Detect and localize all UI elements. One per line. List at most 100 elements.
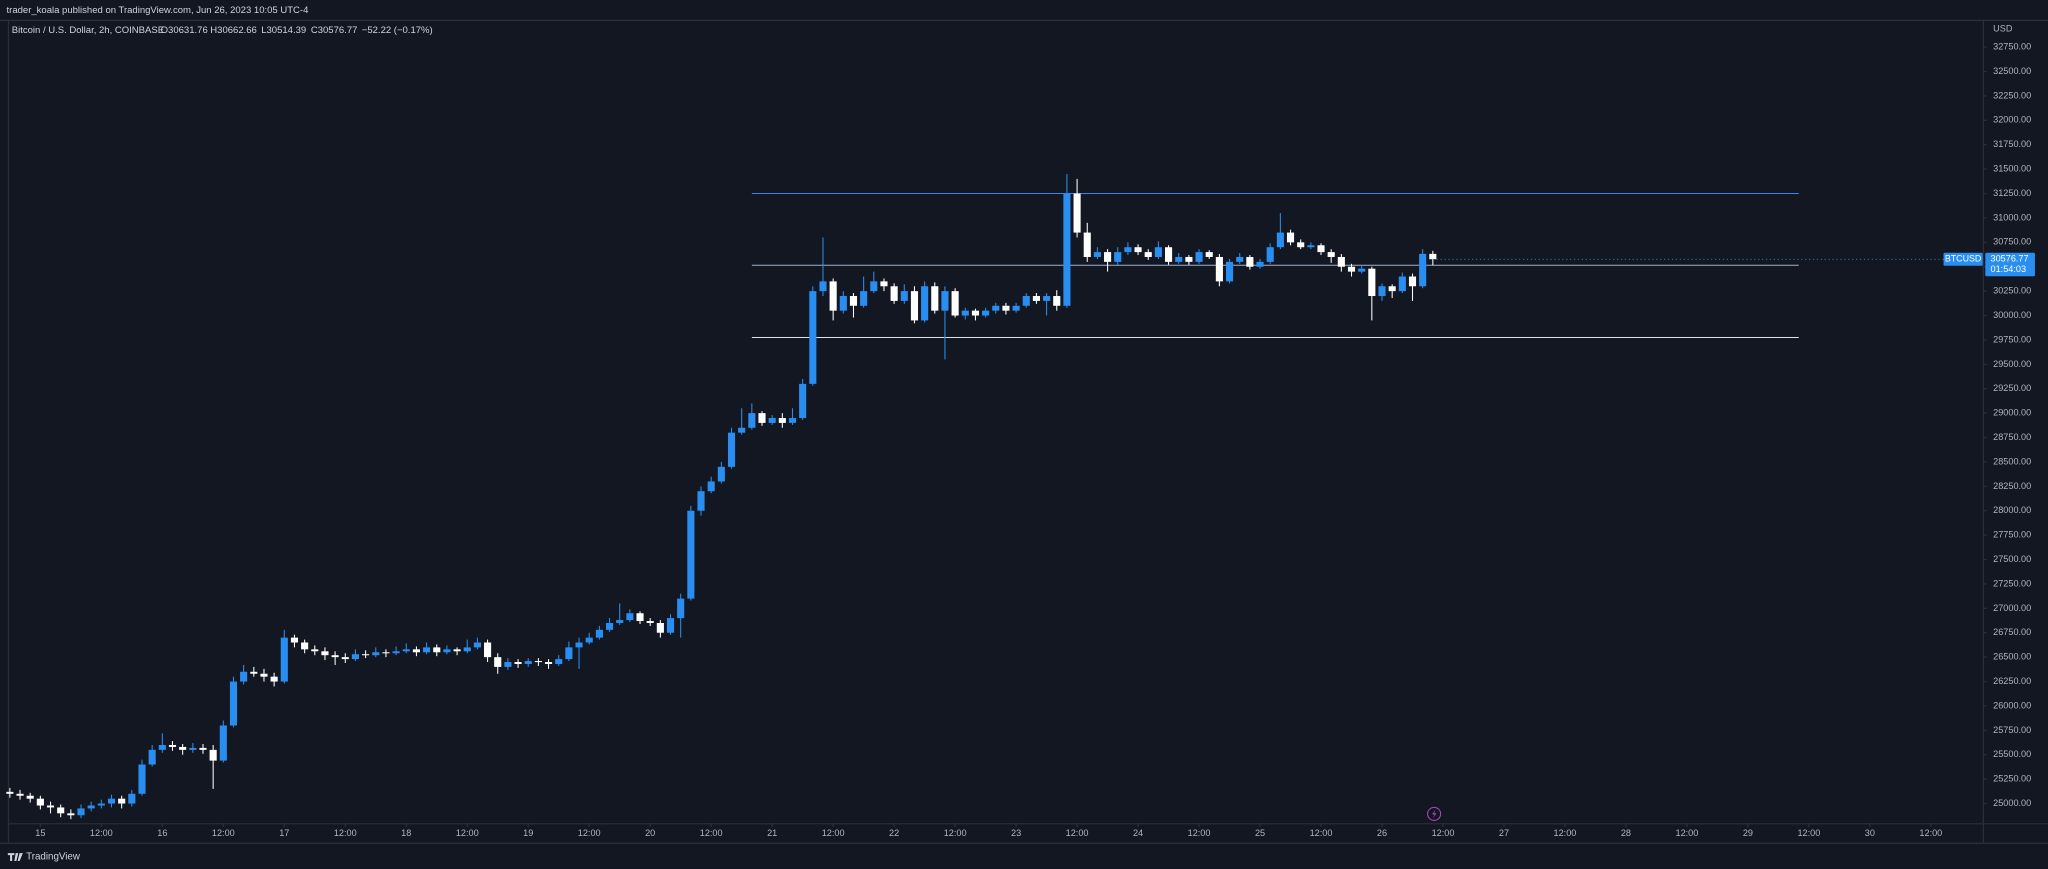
candle xyxy=(900,284,908,304)
candle xyxy=(778,413,786,428)
candle-body xyxy=(107,798,116,804)
candle xyxy=(1368,266,1376,321)
candle xyxy=(453,647,461,656)
candle xyxy=(1154,241,1162,259)
event-circle xyxy=(1427,806,1442,821)
x-tick-label: 12:00 xyxy=(1188,828,1211,838)
candle-body xyxy=(331,655,339,658)
candle xyxy=(1114,247,1122,265)
candle-body xyxy=(412,649,420,653)
candle xyxy=(341,653,349,664)
candle xyxy=(992,302,1000,314)
candle-body xyxy=(1205,252,1213,257)
candle-body xyxy=(534,661,542,663)
x-tick-label: 12:00 xyxy=(1432,828,1455,838)
candle xyxy=(1022,293,1030,308)
y-tick-label: 30000.00 xyxy=(1993,310,2031,320)
event-bolt xyxy=(1432,809,1437,819)
candle-body xyxy=(758,413,766,423)
candle xyxy=(1175,253,1183,264)
candle-body xyxy=(860,291,868,306)
price-tag-countdown: 01:54:03 xyxy=(1991,264,2027,274)
y-tick-label: 28500.00 xyxy=(1993,456,2031,466)
event-icon[interactable] xyxy=(1427,806,1442,821)
candle xyxy=(971,308,980,321)
candle xyxy=(1225,258,1234,284)
candle xyxy=(301,639,309,654)
x-tick-label: 12:00 xyxy=(212,828,235,838)
candle xyxy=(545,659,553,669)
candle xyxy=(423,642,431,655)
x-tick-label: 12:00 xyxy=(578,828,601,838)
candle xyxy=(484,639,492,663)
candle-body xyxy=(1307,245,1315,248)
candle-body xyxy=(1236,256,1244,262)
candle xyxy=(931,282,939,314)
candle xyxy=(1317,243,1325,256)
candle xyxy=(768,415,776,425)
candle-body xyxy=(138,764,146,794)
candle xyxy=(331,651,339,665)
y-tick-label: 31500.00 xyxy=(1993,164,2031,174)
x-tick-label: 28 xyxy=(1621,828,1631,838)
candle-body xyxy=(1297,242,1305,248)
axis-unit: USD xyxy=(1993,23,2013,33)
candle-body xyxy=(1266,247,1274,262)
candle xyxy=(1388,284,1396,298)
candle-body xyxy=(799,383,807,419)
candle xyxy=(118,795,126,809)
candle xyxy=(1286,229,1295,246)
candle xyxy=(849,293,858,318)
y-tick-label: 32750.00 xyxy=(1993,42,2031,52)
y-tick-label: 26750.00 xyxy=(1993,627,2031,637)
x-tick-label: 12:00 xyxy=(1554,828,1577,838)
candle xyxy=(260,668,268,682)
candle-body xyxy=(1165,247,1173,262)
candle xyxy=(514,659,522,668)
candle xyxy=(605,618,614,632)
candle-body xyxy=(1104,252,1112,262)
candle-body xyxy=(971,310,980,316)
candle xyxy=(1012,302,1020,313)
y-tick-label: 29750.00 xyxy=(1993,334,2031,344)
candle-body xyxy=(280,637,288,682)
candle xyxy=(921,281,929,323)
candle xyxy=(351,649,360,662)
x-tick-label: 26 xyxy=(1377,828,1387,838)
candle-body xyxy=(687,510,695,599)
candle-body xyxy=(433,647,441,653)
candle-body xyxy=(1002,305,1010,311)
candle-body xyxy=(189,747,197,750)
candle xyxy=(951,288,959,318)
candle-body xyxy=(1388,286,1396,292)
candle xyxy=(890,283,898,304)
candle-body xyxy=(16,793,24,796)
candle xyxy=(1043,293,1051,316)
y-tick-label: 30250.00 xyxy=(1993,286,2031,296)
candle-body xyxy=(677,598,685,619)
y-tick-label: 25000.00 xyxy=(1993,798,2031,808)
candle xyxy=(1215,254,1223,287)
candle-body xyxy=(829,281,837,311)
candle xyxy=(1337,254,1345,272)
candle-body xyxy=(372,652,380,656)
candle-body xyxy=(1124,247,1132,253)
candle xyxy=(636,611,644,624)
candle-body xyxy=(1175,256,1183,262)
candle-body xyxy=(36,798,44,806)
candle-body xyxy=(717,466,725,482)
candle-body xyxy=(738,427,746,433)
candle-body xyxy=(1083,232,1091,257)
candle xyxy=(1205,250,1213,259)
candle-body xyxy=(1195,252,1203,262)
candle xyxy=(1276,213,1284,250)
y-tick-label: 28250.00 xyxy=(1993,481,2031,491)
candle-body xyxy=(849,296,858,306)
candle-body xyxy=(1215,256,1223,282)
candle xyxy=(1256,258,1264,269)
candle-body xyxy=(351,654,360,660)
candle xyxy=(982,307,990,318)
candle-body xyxy=(555,659,563,664)
candle xyxy=(961,307,969,320)
y-tick-label: 27750.00 xyxy=(1993,530,2031,540)
